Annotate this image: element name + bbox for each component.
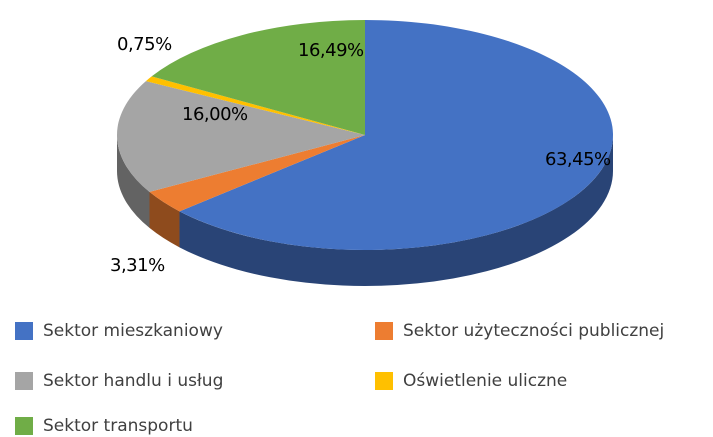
legend-label: Oświetlenie uliczne <box>403 371 567 391</box>
legend-swatch <box>375 322 393 340</box>
pie-slice <box>116 81 365 228</box>
data-label: 63,45% <box>545 149 611 170</box>
data-label: 16,00% <box>182 104 248 125</box>
slice-top <box>149 135 365 212</box>
pie-slice <box>149 135 365 248</box>
legend-swatch <box>375 372 393 390</box>
legend-label: Sektor handlu i usług <box>43 371 223 391</box>
pie-slice <box>145 76 365 135</box>
data-label: 3,31% <box>110 255 165 276</box>
legend-label: Sektor transportu <box>43 416 193 436</box>
slice-side <box>149 191 180 248</box>
legend-label: Sektor użyteczności publicznej <box>403 321 664 341</box>
pie-slice <box>179 20 613 286</box>
legend-swatch <box>15 372 33 390</box>
slice-side <box>179 135 613 286</box>
data-label: 16,49% <box>298 40 364 61</box>
slice-top <box>145 76 365 135</box>
slice-top <box>116 81 365 192</box>
data-label: 0,75% <box>117 34 172 55</box>
slice-top <box>151 20 365 135</box>
pie-slice <box>151 20 365 135</box>
slice-top <box>179 20 613 251</box>
legend-swatch <box>15 322 33 340</box>
slice-side <box>117 135 150 228</box>
legend-swatch <box>15 417 33 435</box>
legend-label: Sektor mieszkaniowy <box>43 321 223 341</box>
